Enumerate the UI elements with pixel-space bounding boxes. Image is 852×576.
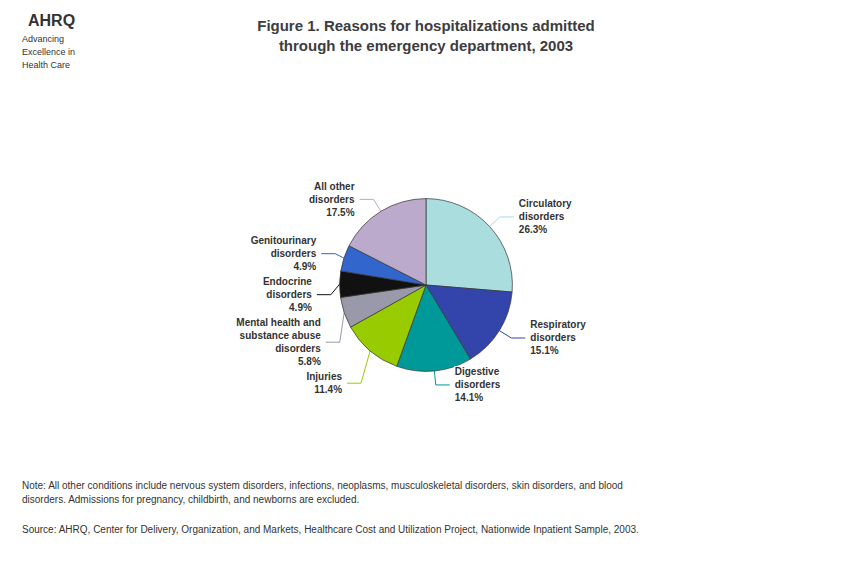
- svg-text:Advancing: Advancing: [22, 34, 64, 44]
- svg-text:Genitourinary: Genitourinary: [251, 235, 317, 246]
- svg-text:4.9%: 4.9%: [293, 261, 316, 272]
- svg-text:disorders: disorders: [530, 332, 576, 343]
- svg-text:17.5%: 17.5%: [326, 207, 354, 218]
- svg-text:15.1%: 15.1%: [530, 345, 558, 356]
- svg-text:Note: All other conditions inc: Note: All other conditions include nervo…: [22, 480, 623, 491]
- svg-text:disorders: disorders: [271, 248, 317, 259]
- svg-text:Respiratory: Respiratory: [530, 319, 586, 330]
- svg-text:disorders: disorders: [275, 343, 321, 354]
- svg-text:Health Care: Health Care: [22, 60, 70, 70]
- svg-text:Circulatory: Circulatory: [519, 198, 572, 209]
- svg-text:Figure 1. Reasons for hospital: Figure 1. Reasons for hospitalizations a…: [257, 17, 595, 34]
- svg-text:11.4%: 11.4%: [314, 384, 342, 395]
- svg-text:disorders: disorders: [455, 379, 501, 390]
- svg-text:disorders: disorders: [309, 194, 355, 205]
- svg-text:5.8%: 5.8%: [298, 356, 321, 367]
- svg-text:26.3%: 26.3%: [519, 224, 547, 235]
- svg-text:Injuries: Injuries: [306, 371, 342, 382]
- svg-text:Excellence in: Excellence in: [22, 47, 75, 57]
- svg-text:14.1%: 14.1%: [455, 392, 483, 403]
- svg-text:AHRQ: AHRQ: [28, 12, 75, 29]
- svg-text:substance abuse: substance abuse: [240, 330, 322, 341]
- svg-text:Endocrine: Endocrine: [263, 276, 312, 287]
- svg-text:Digestive: Digestive: [455, 366, 500, 377]
- svg-text:4.9%: 4.9%: [289, 302, 312, 313]
- svg-text:Source: AHRQ, Center for Deliv: Source: AHRQ, Center for Delivery, Organ…: [22, 524, 639, 535]
- svg-text:through the emergency departme: through the emergency department, 2003: [279, 37, 573, 54]
- svg-text:All other: All other: [314, 181, 355, 192]
- svg-text:disorders. Admissions for preg: disorders. Admissions for pregnancy, chi…: [22, 494, 359, 505]
- svg-text:disorders: disorders: [519, 211, 565, 222]
- svg-text:Mental health and: Mental health and: [236, 317, 320, 328]
- svg-text:disorders: disorders: [266, 289, 312, 300]
